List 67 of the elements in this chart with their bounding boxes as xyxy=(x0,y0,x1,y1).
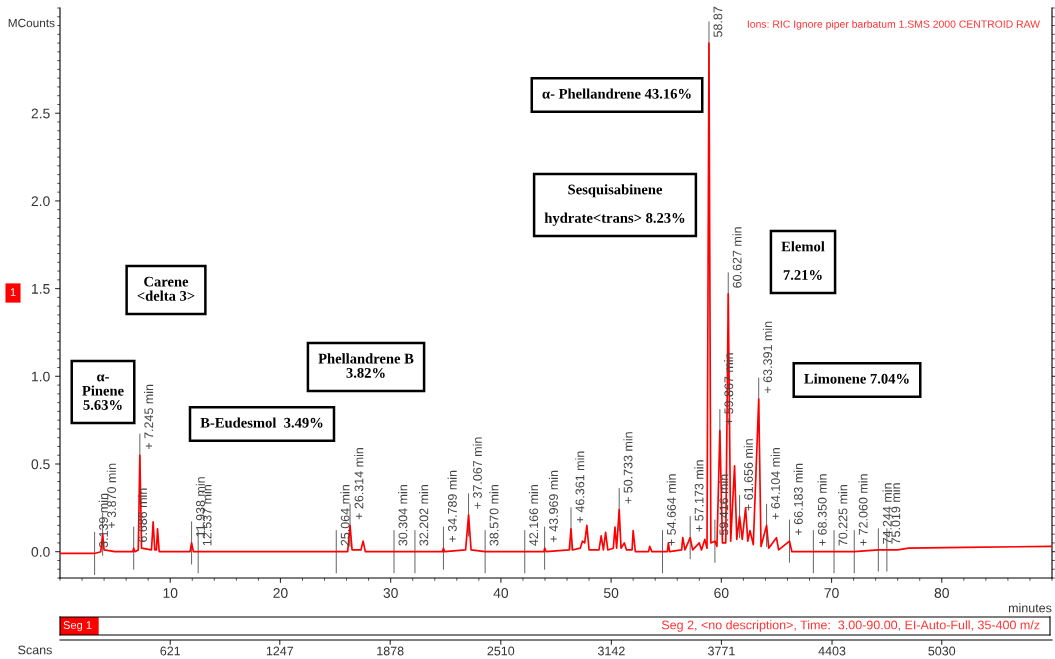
x-tick-label: 10 xyxy=(163,588,178,598)
text: Elemol 7.21% xyxy=(781,241,825,280)
annotation: + 72.060 min xyxy=(858,474,868,546)
annotation: 32.202 min xyxy=(419,485,429,546)
x-tick-label: 60 xyxy=(714,588,729,598)
annotation: Phellandrene B 3.82% xyxy=(318,353,414,378)
annotation: 25.064 min xyxy=(340,485,350,546)
x-tick-label: 20 xyxy=(273,588,288,598)
x2-tick-label: 4403 xyxy=(818,646,846,656)
y-tick-label: 0.5 xyxy=(31,459,50,470)
annotation: 6.686 min xyxy=(137,488,148,542)
annotation: 75.019 min xyxy=(891,483,901,544)
x2-tick-label: 2510 xyxy=(487,646,515,656)
x2-tick-label: 1247 xyxy=(266,646,294,656)
y-tick-label: 1.0 xyxy=(32,371,50,382)
annotation: + 68.350 min xyxy=(817,474,827,546)
annotation: Sesquisabinene hydrate<trans> 8.23% xyxy=(544,184,685,226)
annotation: + 34.789 min xyxy=(447,470,457,543)
annotation: 3.139 min xyxy=(98,493,108,548)
annotation: + 54.664 min xyxy=(666,474,676,546)
x2-axis-title: Scans xyxy=(18,645,52,655)
x-tick-label: 70 xyxy=(824,588,839,598)
annotation: + 50.733 min xyxy=(623,432,633,504)
x-tick-label: 30 xyxy=(383,588,398,598)
y-tick-label: 0.0 xyxy=(31,547,50,557)
annotation: + 63.391 min xyxy=(762,321,773,393)
annotation: 70.225 min xyxy=(838,485,848,546)
annotation: 38.570 min xyxy=(489,485,499,546)
annotation: + 64.104 min xyxy=(770,448,780,520)
y-tick-label: 2.0 xyxy=(31,196,50,207)
annotation: + 57.173 min xyxy=(694,460,704,532)
annotation: 59.416 min xyxy=(719,474,729,536)
x-tick-label: 50 xyxy=(603,588,619,598)
text: Seg 1 xyxy=(63,621,92,632)
annotation: + 66.183 min xyxy=(793,463,803,535)
annotation: Limonene 7.04% xyxy=(804,373,909,384)
annotation: α- Phellandrene 43.16% xyxy=(542,88,691,99)
annotation: 60.627 min xyxy=(732,227,742,288)
annotation: 30.304 min xyxy=(398,485,408,546)
x2-tick-label: 621 xyxy=(160,646,181,656)
annotation: + 26.314 min xyxy=(354,448,364,520)
x2-tick-label: 3771 xyxy=(708,646,735,656)
annotation: + 61.656 min xyxy=(743,439,753,511)
y-axis-title: MCounts xyxy=(8,18,55,28)
text: 1 xyxy=(10,288,16,296)
text: Seg 2, <no description>, Time: 3.00-90.00, EI-Auto-Full, 35-400 m/z xyxy=(661,620,1040,632)
annotation: α- Pinene 5.63% xyxy=(82,374,124,410)
x2-tick-label: 5030 xyxy=(928,646,956,656)
annotation: 42.166 min xyxy=(528,485,539,546)
x2-tick-label: 3142 xyxy=(597,646,625,656)
line-series xyxy=(60,42,1052,555)
annotation: B-Eudesmol 3.49% xyxy=(200,417,323,428)
annotation: + 59.867 min xyxy=(724,353,734,425)
x-tick-label: 80 xyxy=(934,588,949,598)
y-tick-label: 2.5 xyxy=(31,108,50,119)
annotation: + 37.067 min xyxy=(472,437,482,509)
annotation: + 7.245 min xyxy=(144,384,154,450)
annotation: 74.244 min xyxy=(882,483,892,544)
text: Ions: RIC Ignore piper barbatum 1.SMS 2000 CENTROID RAW xyxy=(747,20,1040,30)
annotation: + 43.969 min xyxy=(548,470,558,543)
annotation: Carene <delta 3> xyxy=(137,276,195,301)
annotation: + 46.361 min xyxy=(575,451,585,523)
annotation: 58.87 xyxy=(713,6,723,38)
x-tick-label: 40 xyxy=(493,588,509,598)
y-tick-label: 1.5 xyxy=(32,284,50,294)
x-axis-title: minutes xyxy=(1008,603,1052,613)
x2-tick-label: 1878 xyxy=(377,646,404,656)
